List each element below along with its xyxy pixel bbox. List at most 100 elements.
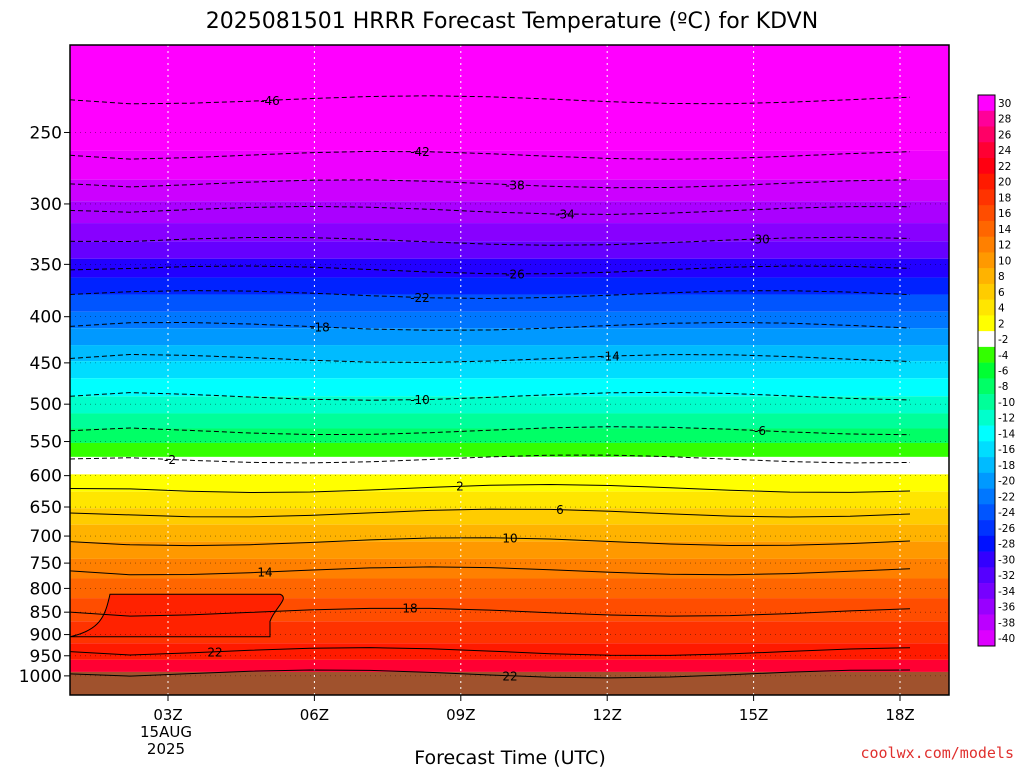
colorbar-label: -10 [998,397,1015,409]
colorbar-label: 28 [998,114,1011,126]
contour-label: -10 [410,393,430,407]
colorbar-swatch [978,630,995,647]
x-tick-label: 06Z [300,706,329,724]
y-tick-label: 900 [30,626,62,646]
colorbar-swatch [978,315,995,332]
contour-line [69,205,911,215]
temp-band [70,345,949,362]
colorbar-label: -22 [998,491,1015,503]
contour-line [69,454,911,464]
colorbar-swatch [978,472,995,489]
colorbar-label: 12 [998,240,1011,252]
y-tick-label: 750 [30,554,62,574]
contour-line [69,353,911,363]
colorbar-swatch [978,142,995,159]
watermark-text: coolwx.com/models [860,744,1014,762]
contour-line [69,95,911,105]
plot-area: -46-42-38-34-30-26-22-18-14-10-6-2261014… [69,44,950,696]
y-tick-label: 500 [30,395,62,415]
y-axis: 250 300 350 400 450 500 550 600 650 700 750 800 850 9… [19,123,70,687]
contour-label: 22 [502,669,517,683]
temp-band [70,258,949,278]
colorbar-label: -24 [998,507,1015,519]
colorbar-swatch [978,252,995,269]
contour-label: 2 [456,480,464,494]
colorbar-swatch [978,488,995,505]
colorbar-label: -12 [998,413,1015,425]
colorbar-label: -38 [998,617,1015,629]
colorbar-label: 14 [998,224,1012,236]
x-tick-label: 18Z [885,706,914,724]
y-tick-label: 800 [30,579,62,599]
y-tick-label: 350 [30,255,62,275]
contour-label: -46 [260,94,280,108]
contour-line [69,391,911,401]
colorbar-label: -28 [998,539,1015,551]
x-axis: 03Z 06Z 09Z 12Z 15Z 18Z [153,695,915,724]
y-tick-label: 550 [30,433,62,453]
contour-label: -30 [750,232,770,246]
colorbar-label: -16 [998,444,1015,456]
contour-label: -38 [505,178,525,192]
colorbar-swatch [978,535,995,552]
contour-label: 18 [402,602,417,616]
y-tick-label: 850 [30,603,62,623]
y-tick-label: 250 [30,123,62,143]
temp-band [70,524,949,542]
contour-line [69,647,911,656]
colorbar-swatch [978,283,995,300]
colorbar-swatch [978,110,995,127]
temp-band [70,277,949,295]
temp-band [70,361,949,379]
temp-band [70,45,949,151]
contour-line [69,669,911,679]
colorbar-swatch [978,189,995,206]
colorbar-label: -26 [998,523,1015,535]
colorbar-swatch [978,441,995,458]
colorbar-swatch [978,504,995,521]
temp-band [70,328,949,346]
colorbar-label: -6 [998,366,1009,378]
colorbar-swatch [978,362,995,379]
colorbar-frame [977,94,996,647]
contour-line [69,483,911,494]
colorbar-label: -14 [998,428,1015,440]
colorbar-label: -34 [998,586,1015,598]
temp-band [70,578,949,599]
temp-band [70,241,949,259]
y-tick-label: 300 [30,195,62,215]
plot-frame [69,44,950,696]
colorbar-swatch [978,346,995,363]
colorbar-swatch [978,551,995,568]
temp-band [70,179,949,202]
colorbar-swatch [978,378,995,395]
contour-line [69,265,911,275]
contour-line [69,566,911,576]
colorbar-label: 30 [998,98,1011,110]
x-tick-label: 09Z [446,706,475,724]
colorbar-swatch [978,331,995,348]
x-date-label-year: 2025 [147,740,185,758]
colorbar-label: -18 [998,460,1015,472]
contour-label: 6 [556,503,564,517]
y-tick-label: 600 [30,467,62,487]
colorbar-swatch [978,614,995,631]
colorbar-swatch [978,268,995,285]
colorbar-swatch [978,409,995,426]
colorbar-swatch [978,205,995,222]
colorbar-label: 8 [998,271,1005,283]
colorbar-swatch [978,220,995,237]
x-tick-label: 03Z [153,706,182,724]
colorbar-swatch [978,567,995,584]
x-axis-label: Forecast Time (UTC) [414,747,605,768]
temp-band [70,396,949,414]
contour-line [69,607,911,617]
colorbar-label: -4 [998,350,1009,362]
colorbar-label: -36 [998,602,1015,614]
colorbar-swatch [978,583,995,600]
colorbar-swatch [978,157,995,175]
contour-line [69,290,911,300]
colorbar-label: 6 [998,287,1005,299]
contour-line [69,537,911,547]
